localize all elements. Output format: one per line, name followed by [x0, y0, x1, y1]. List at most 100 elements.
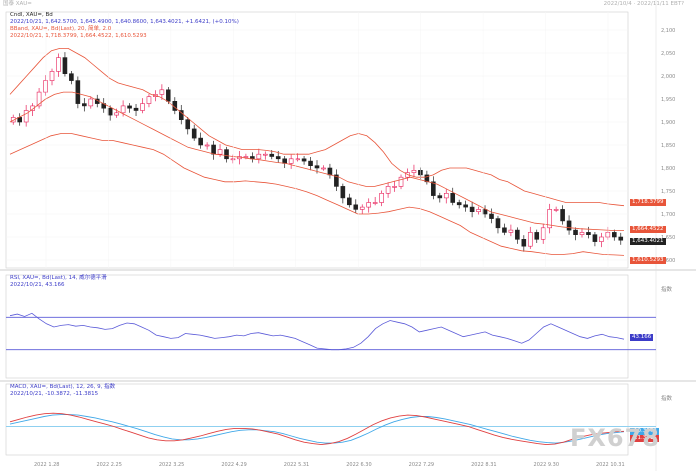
candle: [107, 107, 113, 116]
candle: [230, 158, 236, 161]
candle: [515, 229, 520, 240]
candle: [120, 105, 126, 114]
x-tick-label: 2022 8.31: [471, 462, 496, 468]
candle: [431, 181, 436, 196]
bband-upper-line: [9, 48, 625, 207]
candle: [334, 174, 339, 187]
candle: [502, 227, 507, 233]
candle: [282, 158, 287, 164]
candle: [127, 105, 132, 109]
y-tick-label: 2,100: [661, 28, 675, 34]
y-tick-label: 1,600: [661, 258, 675, 264]
y-tick-label: 1,800: [661, 166, 675, 172]
rsi-panel-frame: [5, 274, 629, 379]
y-tick-label: 1,700: [661, 212, 675, 218]
y-tick-label: 1,900: [661, 120, 675, 126]
candle: [36, 91, 42, 107]
candle: [372, 202, 378, 204]
y-tick-label: 2,050: [661, 51, 675, 57]
candle: [275, 156, 281, 160]
candle: [217, 149, 223, 155]
candle: [140, 103, 145, 111]
ohlc-line: 2022/10/21, 1,642.5700, 1,645.4900, 1,64…: [10, 19, 239, 25]
x-tick-label: 2022 6.30: [346, 462, 371, 468]
watermark-logo: FX678: [570, 424, 660, 452]
candle: [495, 218, 501, 229]
x-tick-label: 2022 4.29: [221, 462, 246, 468]
candle: [243, 156, 249, 158]
main-title: Cndl, XAU=, Bd: [10, 12, 53, 18]
candle: [586, 232, 591, 235]
candle: [166, 89, 171, 102]
candle: [256, 153, 262, 160]
upper-band-tag: 1,718.3799: [630, 199, 666, 206]
candle: [69, 73, 74, 81]
candle: [366, 202, 372, 208]
candle: [534, 232, 540, 240]
candle: [450, 193, 456, 203]
candle: [75, 80, 81, 104]
candle: [540, 227, 546, 240]
y-tick-label: 1,950: [661, 97, 675, 103]
bband-title: BBand, XAU=, Bd(Last), 20, 简单, 2.0: [10, 26, 112, 32]
x-tick-label: 2022 2.25: [96, 462, 121, 468]
candle: [159, 89, 165, 95]
candle: [469, 206, 475, 213]
candle: [23, 110, 29, 123]
candle: [133, 107, 139, 111]
candle: [88, 98, 94, 107]
candle: [418, 170, 423, 176]
candle: [527, 232, 533, 247]
candle: [463, 204, 468, 208]
candle: [482, 209, 488, 215]
signal-value-tag: -11.3815: [630, 435, 659, 442]
candle: [379, 193, 384, 203]
candle: [30, 105, 35, 111]
y-tick-label: 1,850: [661, 143, 675, 149]
candle: [211, 144, 216, 155]
rsi-axis-label: 指数: [661, 287, 673, 293]
candle: [347, 197, 352, 206]
x-tick-label: 2022 9.30: [534, 462, 559, 468]
x-tick-label: 2022 10.31: [596, 462, 625, 468]
candle: [411, 170, 417, 173]
x-tick-label: 2022 1.28: [34, 462, 59, 468]
rsi-line: [9, 312, 625, 351]
candle: [82, 103, 87, 107]
rsi-title: RSI, XAU=, Bd(Last), 14, 威尔德平滑: [10, 275, 107, 281]
candle: [56, 57, 61, 72]
candle: [314, 165, 320, 169]
candle: [146, 96, 152, 104]
lower-band-tag: 1,610.5293: [630, 257, 666, 264]
candle: [250, 156, 255, 160]
candle: [269, 153, 275, 157]
candle: [295, 158, 300, 161]
candle: [392, 186, 397, 188]
candle: [288, 158, 294, 164]
candle: [191, 128, 197, 139]
candle: [508, 229, 514, 233]
macd-title: MACD, XAU=, Bd(Last), 12, 26, 9, 指数: [10, 384, 116, 390]
x-tick-label: 2022 5.31: [284, 462, 309, 468]
y-tick-label: 1,750: [661, 189, 675, 195]
candle: [62, 57, 68, 74]
candle: [114, 112, 119, 116]
macd-value-line: 2022/10/21, -10.3872, -11.3815: [10, 391, 99, 397]
candle: [49, 71, 55, 81]
candle: [198, 137, 203, 146]
candle: [489, 213, 494, 219]
y-tick-label: 2,000: [661, 74, 675, 80]
macd-value-tag: -10.3872: [630, 428, 659, 435]
rsi-value-line: 2022/10/21, 43.166: [10, 282, 65, 288]
candle: [359, 206, 365, 210]
candle: [321, 167, 326, 170]
macd-line: [9, 412, 625, 446]
candle: [443, 193, 449, 199]
candle: [398, 176, 404, 187]
rsi-value-tag: 43.166: [630, 334, 654, 341]
candle: [308, 160, 313, 167]
candle: [566, 220, 572, 231]
candle: [385, 186, 391, 194]
candle: [547, 209, 552, 229]
